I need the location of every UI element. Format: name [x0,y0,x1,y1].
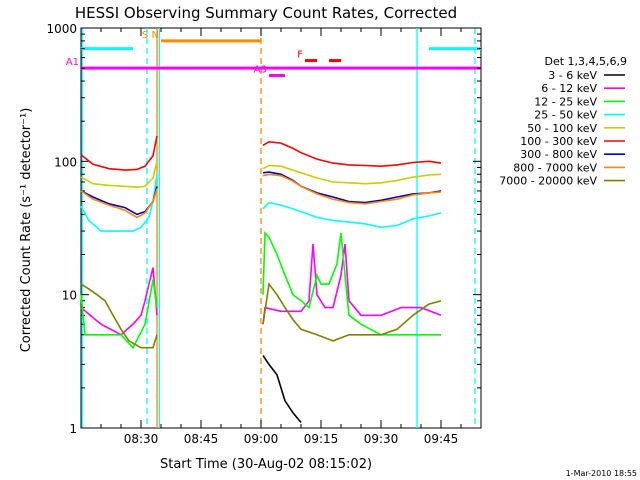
y-tick-label-1: 10 [62,289,77,303]
legend-label-7: 800 - 7000 keV [513,161,597,174]
series-line-1-1 [262,243,442,325]
series-line-6-1 [262,171,442,204]
series-line-0-0 [262,355,302,424]
x-axis-label: Start Time (30-Aug-02 08:15:02) [160,457,372,472]
footer-timestamp: 1-Mar-2010 18:55 [566,469,637,478]
series-line-2-0 [80,279,158,350]
series-5 [80,135,442,171]
series-line-2-1 [262,231,441,336]
x-tick-label-0: 08:30 [124,432,159,446]
x-tick-label-5: 09:45 [424,432,459,446]
series-line-6-0 [80,186,158,216]
series-line-7-1 [262,173,442,205]
flag-label-2: F [297,50,303,61]
series-line-4-1 [262,164,442,185]
legend-label-6: 300 - 800 keV [520,148,597,161]
series-3 [80,174,442,232]
plot-area: A1 A3 F S N 08:30 08:45 09:00 09:15 09:30 09:45 1 1… [46,22,482,446]
series-7 [80,173,442,219]
flag-label-1: A3 [254,65,267,76]
series-8 [80,282,442,349]
legend-title: Det 1,3,4,5,6,9 [544,55,627,68]
chart-title: HESSI Observing Summary Count Rates, Cor… [75,4,457,22]
series-4 [80,161,442,189]
legend-label-5: 100 - 300 keV [520,135,597,148]
flag-label-4: S N [142,30,159,41]
series-line-3-0 [80,174,158,232]
legend-label-3: 25 - 50 keV [534,109,597,122]
y-tick-label-0: 1 [69,422,77,436]
y-tick-label-2: 100 [54,155,77,169]
series-line-1-0 [80,267,158,336]
x-tick-label-2: 09:00 [244,432,279,446]
series-1 [80,243,442,336]
series-line-3-1 [262,201,442,229]
legend-label-2: 12 - 25 keV [534,95,597,108]
series-line-5-1 [262,140,442,168]
series-line-8-0 [80,283,158,349]
series-2 [80,231,442,350]
series-line-5-0 [80,135,158,171]
y-tick-label-3: 1000 [46,22,77,36]
legend-label-8: 7000 - 20000 keV [499,175,597,188]
series-line-7-0 [80,188,158,219]
y-axis-label: Corrected Count Rate (s⁻¹ detector⁻¹) [19,108,34,353]
series-line-8-1 [262,282,442,342]
legend-label-4: 50 - 100 keV [527,122,597,135]
x-tick-label-4: 09:30 [364,432,399,446]
x-tick-label-1: 08:45 [184,432,219,446]
legend-label-1: 6 - 12 keV [541,82,597,95]
x-tick-label-3: 09:15 [304,432,339,446]
series-0 [262,355,302,424]
legend-label-0: 3 - 6 keV [548,69,597,82]
flag-label-0: A1 [66,57,79,68]
series-line-4-0 [80,161,158,189]
